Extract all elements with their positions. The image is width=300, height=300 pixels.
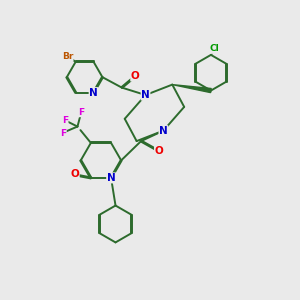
Text: F: F xyxy=(62,116,68,124)
Text: Br: Br xyxy=(62,52,73,61)
Text: F: F xyxy=(78,108,84,117)
Text: O: O xyxy=(70,169,79,179)
Text: Cl: Cl xyxy=(210,44,219,53)
Text: N: N xyxy=(159,126,168,136)
Polygon shape xyxy=(172,85,211,93)
Text: F: F xyxy=(60,129,66,138)
Text: O: O xyxy=(154,146,163,157)
Text: N: N xyxy=(89,88,98,98)
Text: N: N xyxy=(107,173,116,183)
Text: O: O xyxy=(131,71,140,81)
Text: N: N xyxy=(141,90,150,100)
